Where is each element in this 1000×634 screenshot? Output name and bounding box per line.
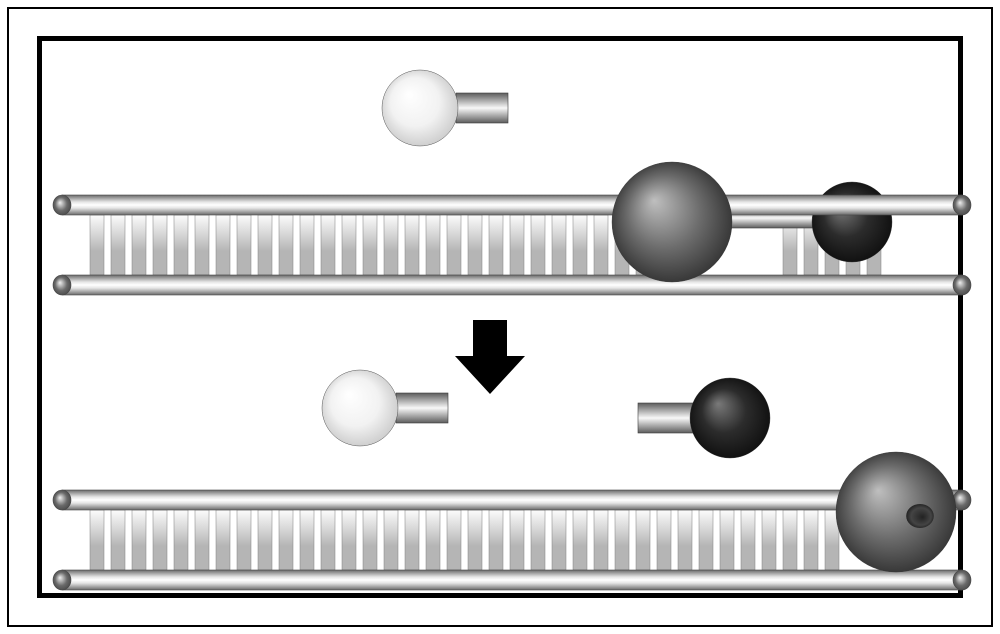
ladder-rung <box>174 215 188 275</box>
ladder-rung <box>615 510 629 570</box>
ladder-rung <box>279 215 293 275</box>
ladder-rung <box>90 510 104 570</box>
ladder-rung <box>426 510 440 570</box>
top-light-bar <box>456 93 508 123</box>
ladder-rung <box>363 215 377 275</box>
ladder-rung <box>342 215 356 275</box>
ladder-rung <box>153 215 167 275</box>
top-structure-bottom-rod <box>53 275 971 295</box>
ladder-rung <box>279 510 293 570</box>
sphere-socket <box>906 504 934 528</box>
bottom-dark-bar <box>638 403 698 433</box>
ladder-rung <box>258 510 272 570</box>
bottom-large-sphere <box>836 452 956 572</box>
ladder-rung <box>258 215 272 275</box>
top-light-sphere <box>382 70 458 146</box>
ladder-rung <box>111 215 125 275</box>
ladder-rung <box>720 510 734 570</box>
bottom-dark-sphere <box>690 378 770 458</box>
bottom-structure-top-rod <box>53 490 971 510</box>
ladder-rung <box>132 215 146 275</box>
ladder-rung <box>552 510 566 570</box>
ladder-rung <box>405 510 419 570</box>
ladder-rung <box>783 510 797 570</box>
ladder-rung <box>573 215 587 275</box>
ladder-rung <box>531 215 545 275</box>
bottom-light-sphere <box>322 370 398 446</box>
ladder-rung <box>573 510 587 570</box>
down-arrow <box>455 320 525 394</box>
ladder-rung <box>762 510 776 570</box>
ladder-rung <box>804 510 818 570</box>
ladder-rung <box>300 215 314 275</box>
ladder-rung <box>489 215 503 275</box>
ladder-rung <box>195 215 209 275</box>
top-structure-top-rod <box>53 195 971 215</box>
ladder-rung <box>594 510 608 570</box>
bottom-structure-bottom-rod <box>53 570 971 590</box>
top-dark-sphere <box>812 182 892 262</box>
ladder-rung <box>636 510 650 570</box>
molecular-diagram <box>0 0 1000 634</box>
ladder-rung <box>552 215 566 275</box>
ladder-rung <box>363 510 377 570</box>
ladder-rung <box>384 215 398 275</box>
ladder-rung <box>426 215 440 275</box>
ladder-rung <box>195 510 209 570</box>
ladder-rung <box>699 510 713 570</box>
ladder-rung <box>468 510 482 570</box>
ladder-rung <box>447 215 461 275</box>
ladder-rung <box>384 510 398 570</box>
ladder-rung <box>216 510 230 570</box>
ladder-rung <box>342 510 356 570</box>
ladder-rung <box>153 510 167 570</box>
ladder-rung <box>237 215 251 275</box>
ladder-rung <box>321 215 335 275</box>
ladder-rung <box>237 510 251 570</box>
ladder-rung <box>594 215 608 275</box>
ladder-rung <box>657 510 671 570</box>
ladder-rung <box>132 510 146 570</box>
ladder-rung <box>468 215 482 275</box>
ladder-rung <box>489 510 503 570</box>
ladder-rung <box>111 510 125 570</box>
ladder-rung <box>90 215 104 275</box>
ladder-rung <box>447 510 461 570</box>
bottom-light-bar <box>396 393 448 423</box>
ladder-rung <box>321 510 335 570</box>
ladder-rung <box>300 510 314 570</box>
ladder-rung <box>405 215 419 275</box>
ladder-rung <box>174 510 188 570</box>
ladder-rung <box>741 510 755 570</box>
ladder-rung <box>531 510 545 570</box>
ladder-rung <box>510 215 524 275</box>
top-large-sphere <box>612 162 732 282</box>
ladder-rung <box>678 510 692 570</box>
ladder-rung <box>510 510 524 570</box>
ladder-rung <box>216 215 230 275</box>
